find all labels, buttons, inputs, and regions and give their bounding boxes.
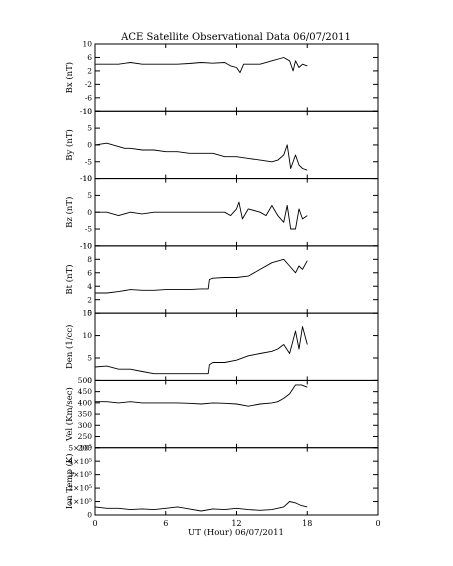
y-tick-label: 5×10⁵	[68, 443, 92, 452]
y-tick-label: 500	[78, 376, 93, 385]
y-tick-label: 350	[78, 410, 93, 419]
y-tick-label: 450	[78, 387, 93, 396]
panel-frame	[94, 379, 379, 449]
panel-bx: 10 6 2 -2 -6 -10 Bx (nT)	[64, 40, 379, 116]
data-series-bx	[95, 57, 308, 74]
data-series-temp	[94, 501, 308, 512]
x-tick-label: 6	[163, 519, 168, 528]
y-tick-label: -10	[80, 174, 92, 183]
y-tick-label: -6	[85, 93, 93, 102]
y-axis-label: Ion Temp (K)	[64, 453, 75, 509]
x-tick-label: 18	[302, 519, 312, 528]
y-tick-label: 0	[87, 376, 92, 385]
y-tick-label: 5	[87, 354, 92, 363]
y-tick-label: 0	[87, 141, 92, 150]
panel-temp: 5×10⁵ 4×10⁵ 3×10⁵ 2×10⁵ 1×10⁵ 0 Ion Temp (K)	[64, 443, 379, 520]
y-tick-label: 6	[87, 53, 92, 62]
panel-by: 10 5 0 -5 -10 By (nT)	[64, 107, 379, 183]
x-tick-label: 12	[231, 519, 241, 528]
y-tick-label: -5	[85, 225, 93, 234]
panels-group: 10 6 2 -2 -6 -10 Bx (nT) 10 5 0 -5 -10 By (nT) 10 5 0 -5…	[64, 40, 381, 528]
chart-title: ACE Satellite Observational Data 06/07/2…	[120, 32, 351, 43]
y-tick-label: 10	[82, 241, 92, 250]
y-tick-label: 300	[78, 421, 93, 430]
panel-den: 15 10 5 0 Den (1/cc)	[64, 309, 379, 385]
data-series-bt	[95, 258, 308, 294]
y-axis-label: Bt (nT)	[64, 264, 75, 294]
y-tick-label: 6	[87, 268, 92, 277]
panel-bz: 10 5 0 -5 -10 Bz (nT)	[64, 174, 379, 250]
y-tick-label: 5	[87, 124, 92, 133]
y-tick-label: 2	[87, 295, 92, 304]
y-tick-label: 0	[87, 309, 92, 318]
y-tick-label: 10	[82, 107, 92, 116]
y-tick-label: 5	[87, 191, 92, 200]
y-tick-label: 10	[82, 331, 92, 340]
y-tick-label: -2	[85, 80, 93, 89]
y-tick-label: 10	[82, 174, 92, 183]
y-tick-label: -5	[85, 157, 93, 166]
panel-bt: 10 8 6 4 2 0 Bt (nT)	[64, 241, 379, 318]
y-tick-label: -10	[80, 241, 92, 250]
y-tick-label: -10	[80, 107, 92, 116]
y-tick-label: 400	[78, 398, 93, 407]
data-series-den	[94, 326, 308, 375]
panel-frame	[94, 178, 379, 247]
y-tick-label: 3×10⁵	[68, 470, 92, 479]
y-axis-label: By (nT)	[64, 129, 75, 161]
panel-frame	[94, 447, 379, 516]
y-tick-label: 15	[82, 309, 92, 318]
x-tick-label: 0	[92, 519, 97, 528]
y-tick-label: 4	[87, 282, 92, 291]
y-tick-label: 1×10⁵	[68, 497, 92, 506]
y-tick-label: 2	[87, 67, 92, 76]
x-axis-label: UT (Hour) 06/07/2011	[188, 527, 284, 538]
y-tick-label: 4×10⁵	[68, 457, 92, 466]
y-axis-label: Vel (Km/sec)	[64, 387, 75, 442]
y-tick-label: 8	[87, 255, 92, 264]
data-series-by	[94, 142, 308, 171]
x-tick-label: 0	[375, 519, 380, 528]
y-tick-label: 10	[82, 40, 92, 49]
y-axis-label: Bz (nT)	[64, 197, 75, 228]
y-axis-label: Bx (nT)	[64, 62, 75, 94]
data-series-vel	[95, 384, 308, 407]
y-tick-label: 250	[78, 432, 93, 441]
data-series-bz	[95, 201, 308, 230]
y-tick-label: 0	[87, 511, 92, 520]
y-tick-label: 0	[87, 208, 92, 217]
panel-frame	[94, 43, 379, 112]
y-tick-label: 2×10⁵	[68, 484, 92, 493]
panel-frame	[94, 110, 379, 180]
panel-frame	[94, 245, 379, 314]
y-tick-label: 200	[78, 443, 93, 452]
y-axis-label: Den (1/cc)	[64, 325, 75, 369]
